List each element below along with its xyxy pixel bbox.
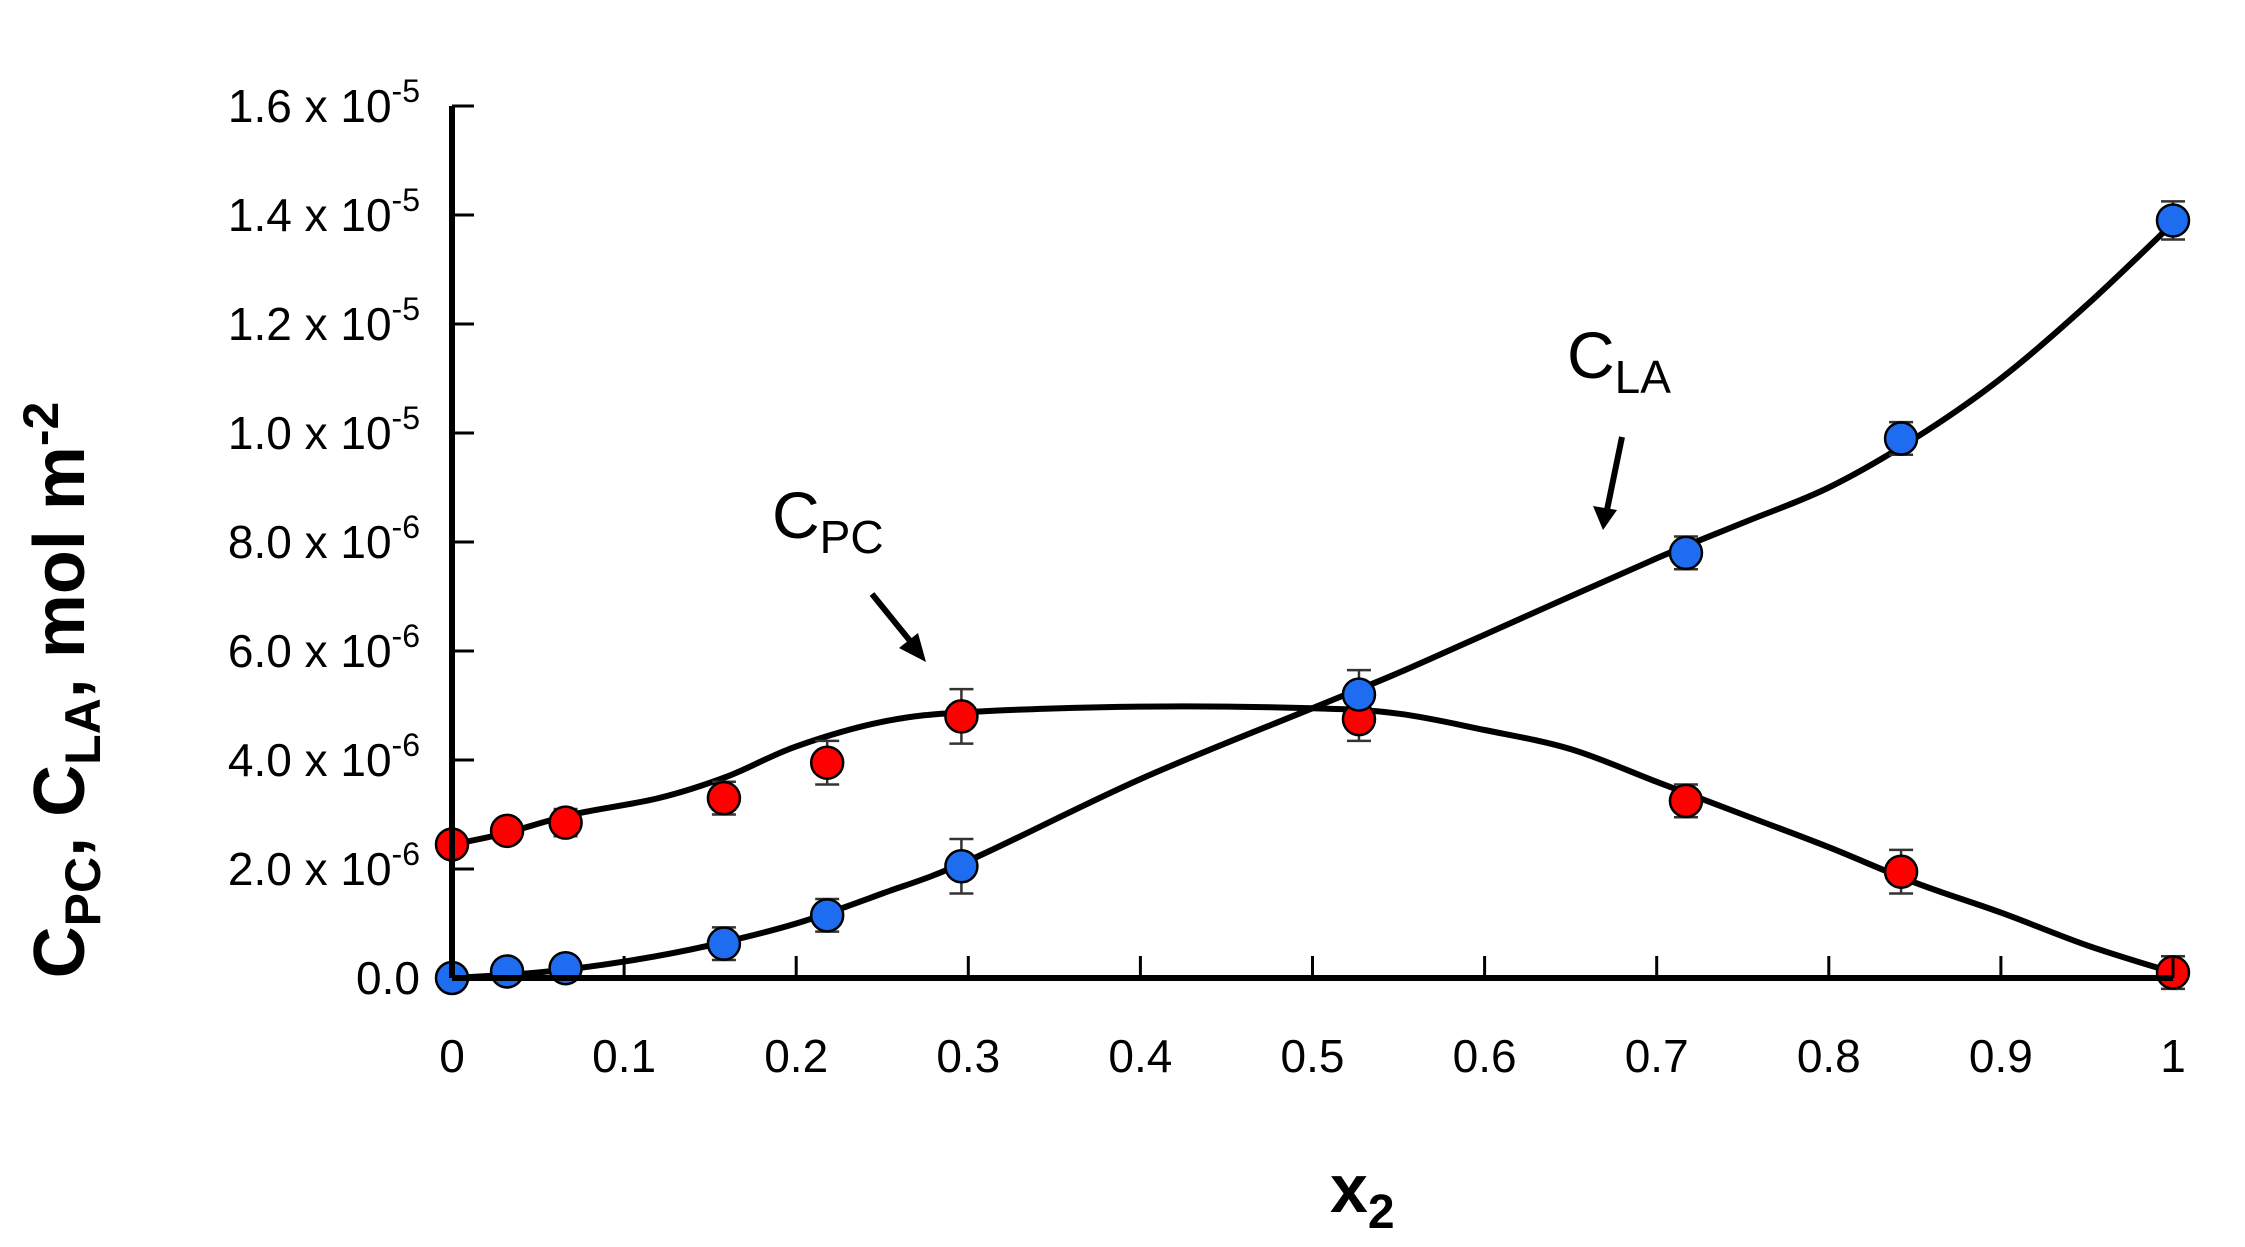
x-tick-label: 0.3 — [936, 1030, 1000, 1082]
y-tick-label: 0.0 — [356, 952, 420, 1004]
data-point-c-la — [1883, 421, 1919, 456]
x-tick-label: 0.8 — [1797, 1030, 1861, 1082]
data-point-c-pc — [944, 699, 979, 734]
y-tick-label: 1.0 x 10-5 — [228, 400, 420, 459]
data-point-c-pc — [489, 813, 525, 849]
x-tick-label: 0.5 — [1281, 1030, 1345, 1082]
data-point-c-la — [2155, 203, 2191, 238]
x-tick-label: 1 — [2160, 1030, 2186, 1082]
x-axis-title: x2 — [1330, 1151, 1395, 1239]
data-point-c-pc — [548, 805, 583, 840]
data-point-c-la — [706, 926, 742, 961]
y-tick-label: 8.0 x 10-6 — [228, 509, 420, 568]
data-point-c-pc — [809, 745, 845, 780]
y-tick-label: 4.0 x 10-6 — [228, 727, 420, 786]
y-tick-label: 1.6 x 10-5 — [228, 73, 420, 132]
x-tick-label: 0.9 — [1969, 1030, 2033, 1082]
data-point-c-la — [809, 898, 845, 933]
annotation-cpc-arrow — [869, 592, 926, 662]
data-point-c-la — [1341, 677, 1377, 712]
annotation-cpc: CPC — [772, 478, 884, 563]
data-point-c-la — [1668, 535, 1704, 571]
y-tick-label: 1.2 x 10-5 — [228, 291, 420, 350]
annotation-cla: CLA — [1567, 318, 1671, 403]
data-point-c-la — [489, 954, 525, 989]
y-axis-title: CPC, CLA, mol m-2 — [13, 402, 111, 979]
annotation-cla-arrow — [1593, 436, 1625, 530]
data-point-c-pc — [706, 780, 742, 816]
x-tick-label: 0 — [439, 1030, 465, 1082]
axes — [449, 104, 2175, 981]
x-tick-label: 0.2 — [764, 1030, 828, 1082]
y-tick-labels: 0.0 2.0 x 10-6 4.0 x 10-6 6.0 x 10-6 8.0 x 1… — [228, 73, 420, 1004]
data-point-c-pc — [1883, 854, 1919, 889]
y-tick-label: 2.0 x 10-6 — [228, 836, 420, 895]
fit-curve-c-pc — [451, 703, 2174, 976]
x-tick-label: 0.6 — [1453, 1030, 1517, 1082]
y-tick-label: 6.0 x 10-6 — [228, 618, 420, 677]
data-points — [434, 203, 2191, 996]
error-bars — [440, 200, 2185, 991]
data-point-c-la — [944, 849, 979, 884]
x-tick-label: 0.7 — [1625, 1030, 1689, 1082]
x-tick-label: 0.4 — [1108, 1030, 1172, 1082]
x-tick-label: 0.1 — [592, 1030, 656, 1082]
y-tick-label: 1.4 x 10-5 — [228, 182, 420, 241]
x-tick-labels: 0 0.1 0.2 0.3 0.4 0.5 0.6 0.7 0.8 0.9 1 — [439, 1030, 2186, 1082]
data-point-c-pc — [1668, 783, 1704, 819]
